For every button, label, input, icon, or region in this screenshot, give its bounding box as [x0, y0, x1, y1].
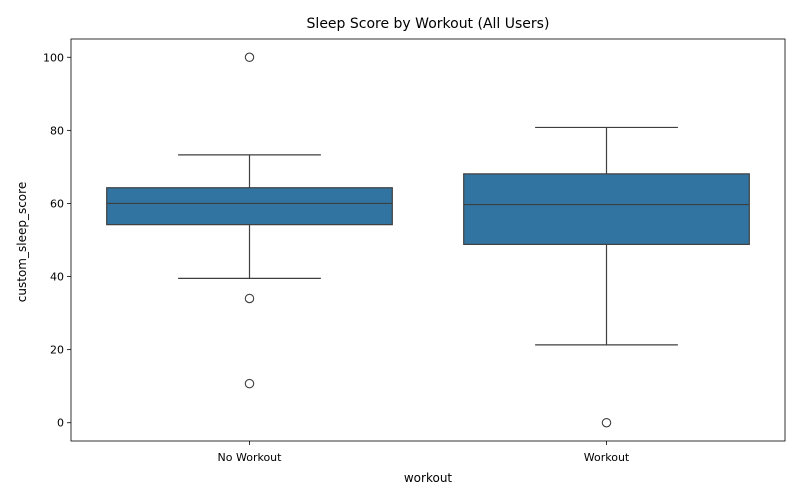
y-tick-label: 100 — [43, 51, 64, 64]
x-axis-label: workout — [404, 471, 453, 485]
y-tick-label: 40 — [50, 271, 64, 284]
y-tick-label: 20 — [50, 344, 64, 357]
x-tick-label: No Workout — [218, 451, 283, 464]
outlier-point — [244, 293, 255, 304]
x-tick-label: Workout — [584, 451, 630, 464]
axes-frame — [70, 38, 786, 442]
y-tick-label: 0 — [57, 417, 64, 430]
y-tick-label: 80 — [50, 124, 64, 137]
outlier-point — [601, 417, 612, 428]
chart-title: Sleep Score by Workout (All Users) — [307, 16, 550, 32]
outlier-point — [244, 378, 255, 389]
plot-area: 0 20 40 60 80 100 No Workout Workout — [43, 38, 786, 464]
y-axis-label: custom_sleep_score — [15, 182, 29, 302]
y-tick-label: 60 — [50, 197, 64, 210]
box-iqr — [463, 173, 750, 245]
box-iqr — [106, 187, 393, 226]
outlier-point — [244, 52, 255, 63]
